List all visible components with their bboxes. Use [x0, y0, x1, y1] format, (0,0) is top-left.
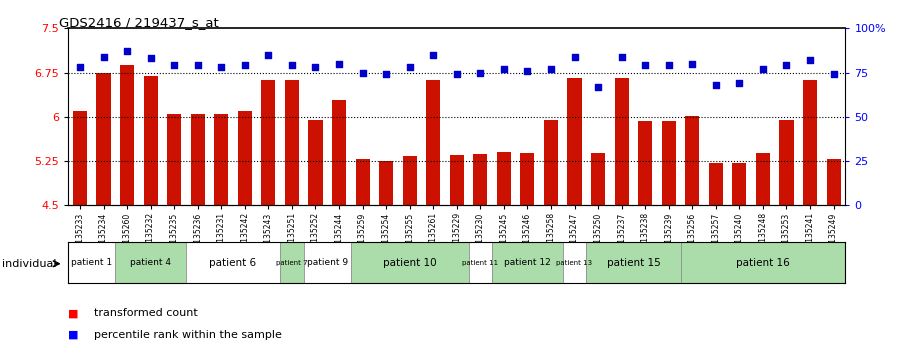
- Point: [120, 48, 135, 54]
- Point: [567, 54, 582, 59]
- Bar: [186, 242, 280, 283]
- Point: [426, 52, 441, 58]
- Text: patient 12: patient 12: [504, 258, 551, 267]
- Point: [496, 66, 511, 72]
- Point: [332, 61, 346, 67]
- Point: [638, 63, 653, 68]
- Point: [826, 72, 841, 77]
- Bar: [520, 153, 534, 205]
- Bar: [73, 111, 87, 205]
- Bar: [468, 242, 492, 283]
- Text: patient 9: patient 9: [306, 258, 348, 267]
- Point: [214, 64, 228, 70]
- Bar: [355, 159, 370, 205]
- Text: patient 6: patient 6: [209, 258, 256, 268]
- Text: patient 11: patient 11: [463, 260, 498, 266]
- Bar: [492, 242, 563, 283]
- Text: patient 7: patient 7: [276, 260, 308, 266]
- Point: [379, 72, 394, 77]
- Bar: [115, 242, 186, 283]
- Point: [167, 63, 182, 68]
- Text: patient 4: patient 4: [130, 258, 171, 267]
- Point: [96, 54, 111, 59]
- Bar: [544, 120, 558, 205]
- Text: ■: ■: [68, 330, 79, 339]
- Text: patient 1: patient 1: [71, 258, 113, 267]
- Text: patient 10: patient 10: [383, 258, 436, 268]
- Bar: [379, 161, 394, 205]
- Bar: [426, 80, 440, 205]
- Bar: [567, 79, 582, 205]
- Bar: [450, 155, 464, 205]
- Text: patient 15: patient 15: [606, 258, 660, 268]
- Bar: [586, 242, 681, 283]
- Point: [190, 63, 205, 68]
- Point: [544, 66, 558, 72]
- Bar: [191, 114, 205, 205]
- Bar: [709, 163, 723, 205]
- Bar: [614, 79, 629, 205]
- Bar: [497, 152, 511, 205]
- Point: [732, 80, 746, 86]
- Text: transformed count: transformed count: [94, 308, 197, 318]
- Bar: [733, 163, 746, 205]
- Bar: [403, 156, 416, 205]
- Bar: [304, 242, 351, 283]
- Bar: [238, 111, 252, 205]
- Point: [755, 66, 770, 72]
- Text: ■: ■: [68, 308, 79, 318]
- Bar: [662, 121, 675, 205]
- Text: individual: individual: [2, 259, 56, 269]
- Bar: [144, 75, 157, 205]
- Point: [520, 68, 534, 74]
- Bar: [638, 121, 653, 205]
- Bar: [96, 73, 111, 205]
- Text: patient 16: patient 16: [736, 258, 790, 268]
- Point: [591, 84, 605, 90]
- Point: [662, 63, 676, 68]
- Bar: [756, 153, 770, 205]
- Bar: [308, 120, 323, 205]
- Text: GDS2416 / 219437_s_at: GDS2416 / 219437_s_at: [59, 16, 219, 29]
- Bar: [685, 116, 699, 205]
- Text: patient 13: patient 13: [556, 260, 593, 266]
- Bar: [351, 242, 468, 283]
- Point: [144, 56, 158, 61]
- Bar: [563, 242, 586, 283]
- Bar: [591, 153, 605, 205]
- Bar: [285, 80, 299, 205]
- Bar: [215, 114, 228, 205]
- Point: [308, 64, 323, 70]
- Point: [803, 57, 817, 63]
- Point: [685, 61, 700, 67]
- Point: [709, 82, 724, 88]
- Point: [449, 72, 464, 77]
- Bar: [68, 242, 115, 283]
- Point: [779, 63, 794, 68]
- Point: [355, 70, 370, 75]
- Bar: [167, 114, 181, 205]
- Bar: [332, 100, 346, 205]
- Point: [473, 70, 487, 75]
- Bar: [803, 80, 817, 205]
- Bar: [779, 120, 794, 205]
- Bar: [826, 159, 841, 205]
- Bar: [280, 242, 304, 283]
- Bar: [120, 65, 135, 205]
- Point: [403, 64, 417, 70]
- Text: percentile rank within the sample: percentile rank within the sample: [94, 330, 282, 339]
- Point: [614, 54, 629, 59]
- Point: [73, 64, 87, 70]
- Bar: [474, 154, 487, 205]
- Point: [261, 52, 275, 58]
- Bar: [261, 80, 275, 205]
- Point: [237, 63, 252, 68]
- Bar: [681, 242, 845, 283]
- Point: [285, 63, 299, 68]
